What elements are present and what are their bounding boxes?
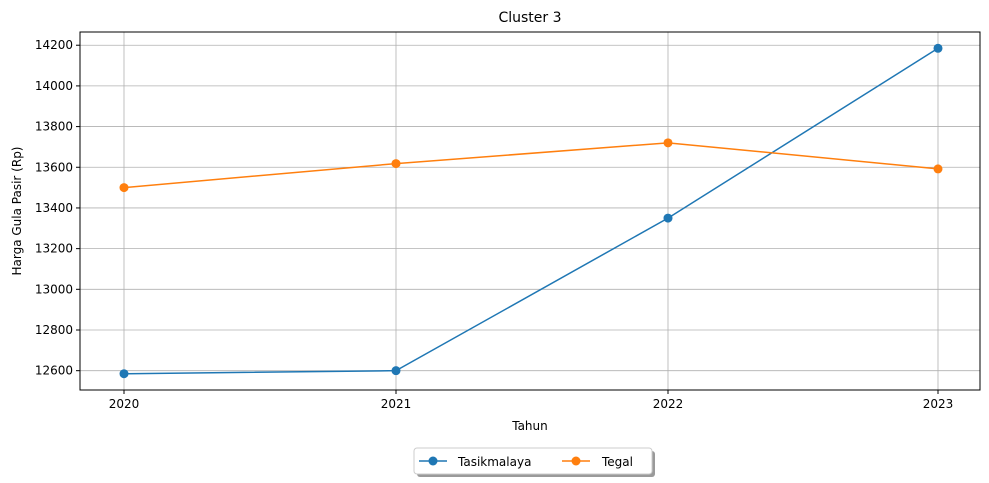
series-layer [119,43,943,379]
data-point-tegal [663,138,673,148]
y-tick-label: 14200 [35,38,73,52]
data-point-tasikmalaya [119,369,129,379]
y-tick-label: 12800 [35,323,73,337]
x-tick-label: 2020 [109,397,140,411]
y-axis-ticks: 12600 12800 13000 13200 13400 13600 13800 14000… [35,38,80,378]
legend: Tasikmalaya Tegal [413,447,655,477]
series-line-tegal [123,142,939,189]
x-tick-label: 2022 [653,397,684,411]
legend-marker-tasikmalaya [428,456,438,466]
data-point-tasikmalaya [663,213,673,223]
data-point-tegal [119,183,129,193]
series-line-tasikmalaya [123,47,939,375]
grid-lines [80,32,980,390]
legend-label-tegal: Tegal [601,455,633,469]
y-tick-label: 13800 [35,120,73,134]
data-point-tasikmalaya [933,43,943,53]
legend-box [413,447,653,475]
chart-title: Cluster 3 [498,10,561,26]
data-point-tasikmalaya [391,366,401,376]
y-tick-label: 13600 [35,160,73,174]
y-tick-label: 14000 [35,79,73,93]
x-tick-label: 2023 [923,397,954,411]
y-tick-label: 13200 [35,242,73,256]
y-axis-label: Harga Gula Pasir (Rp) [10,147,24,276]
data-point-tegal [933,164,943,174]
data-point-tegal [391,159,401,169]
y-tick-label: 13000 [35,282,73,296]
x-axis-ticks: 2020 2021 2022 2023 [109,390,954,411]
y-tick-label: 13400 [35,201,73,215]
x-tick-label: 2021 [381,397,412,411]
legend-label-tasikmalaya: Tasikmalaya [457,455,531,469]
plot-frame [79,31,981,391]
legend-marker-tegal [571,456,581,466]
x-axis-label: Tahun [511,419,548,433]
y-tick-label: 12600 [35,364,73,378]
